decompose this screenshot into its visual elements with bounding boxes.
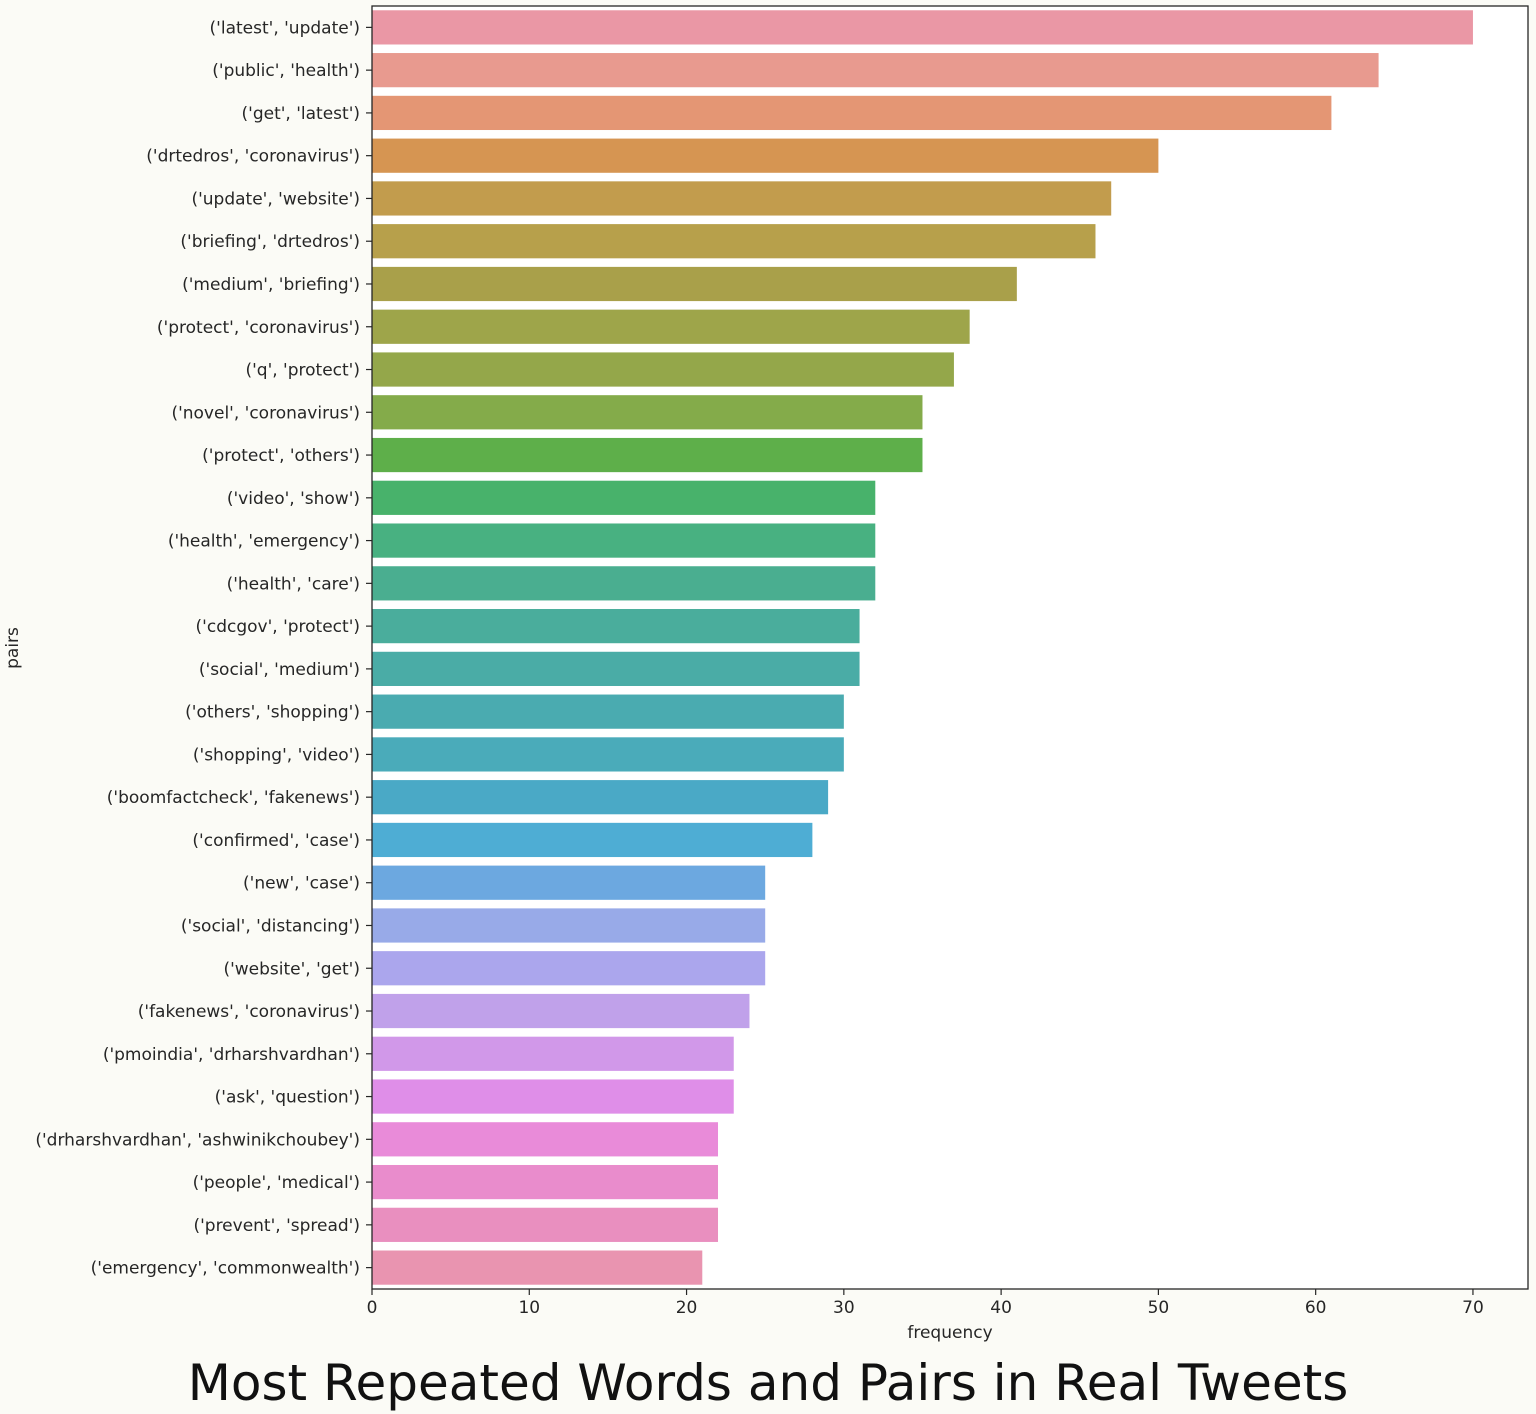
bar-12: [372, 523, 876, 558]
bar-25: [372, 1079, 734, 1114]
x-tick-label-6: 60: [1305, 1298, 1327, 1318]
y-tick-label-14: ('cdcgov', 'protect'): [196, 617, 360, 637]
y-tick-label-27: ('people', 'medical'): [193, 1173, 360, 1193]
bar-2: [372, 95, 1332, 131]
bar-1: [372, 53, 1379, 88]
bars-group: [372, 10, 1473, 1285]
bar-20: [372, 865, 766, 900]
figure-caption: Most Repeated Words and Pairs in Real Tw…: [187, 1354, 1349, 1412]
x-tick-label-4: 40: [990, 1298, 1012, 1318]
bar-15: [372, 651, 860, 686]
y-tick-label-29: ('emergency', 'commonwealth'): [91, 1259, 360, 1279]
y-tick-label-19: ('confirmed', 'case'): [192, 831, 360, 851]
bar-24: [372, 1036, 734, 1071]
bar-21: [372, 908, 766, 943]
bar-29: [372, 1250, 703, 1285]
x-tick-label-0: 0: [367, 1298, 378, 1318]
bar-0: [372, 10, 1473, 45]
x-axis-label: frequency: [907, 1323, 992, 1343]
x-tick-label-7: 70: [1462, 1298, 1484, 1318]
bar-13: [372, 566, 876, 601]
y-tick-label-11: ('video', 'show'): [227, 489, 360, 509]
x-tick-label-5: 50: [1148, 1298, 1170, 1318]
y-tick-label-21: ('social', 'distancing'): [181, 916, 360, 936]
y-tick-label-17: ('shopping', 'video'): [193, 745, 360, 765]
bar-23: [372, 993, 750, 1029]
bar-5: [372, 224, 1096, 259]
bar-7: [372, 309, 970, 344]
y-tick-labels: ('latest', 'update') ('public', 'health')…: [35, 18, 372, 1279]
y-tick-label-2: ('get', 'latest'): [242, 104, 360, 124]
y-tick-label-20: ('new', 'case'): [243, 874, 360, 894]
y-tick-label-23: ('fakenews', 'coronavirus'): [138, 1002, 360, 1022]
y-tick-label-24: ('pmoindia', 'drharshvardhan'): [103, 1045, 360, 1065]
bar-27: [372, 1164, 719, 1200]
y-tick-label-16: ('others', 'shopping'): [185, 703, 360, 723]
x-ticks: 0 10 20 30 40 50 60 70: [367, 1289, 1484, 1318]
y-tick-label-28: ('prevent', 'spread'): [193, 1216, 360, 1236]
y-tick-label-1: ('public', 'health'): [212, 61, 360, 81]
bar-4: [372, 181, 1112, 216]
y-tick-label-7: ('protect', 'coronavirus'): [157, 318, 360, 338]
y-tick-label-6: ('medium', 'briefing'): [182, 275, 360, 295]
bar-22: [372, 951, 766, 986]
x-tick-label-3: 30: [833, 1298, 855, 1318]
bar-16: [372, 694, 844, 729]
y-tick-label-13: ('health', 'care'): [227, 574, 360, 594]
bar-18: [372, 780, 829, 815]
y-tick-label-3: ('drtedros', 'coronavirus'): [146, 147, 360, 167]
y-tick-label-22: ('website', 'get'): [223, 959, 360, 979]
y-tick-label-4: ('update', 'website'): [191, 189, 360, 209]
y-tick-label-18: ('boomfactcheck', 'fakenews'): [107, 788, 360, 808]
bar-17: [372, 737, 844, 772]
y-tick-label-25: ('ask', 'question'): [215, 1088, 360, 1108]
bar-chart: ('latest', 'update') ('public', 'health')…: [3, 5, 1529, 1343]
bar-14: [372, 609, 860, 644]
y-tick-label-0: ('latest', 'update'): [210, 18, 360, 38]
y-tick-label-5: ('briefing', 'drtedros'): [180, 232, 360, 252]
y-tick-label-12: ('health', 'emergency'): [168, 532, 360, 552]
bar-10: [372, 437, 923, 473]
bar-11: [372, 480, 876, 515]
bar-28: [372, 1207, 719, 1242]
y-tick-label-26: ('drharshvardhan', 'ashwinikchoubey'): [35, 1130, 360, 1150]
x-tick-label-2: 20: [676, 1298, 698, 1318]
plot-background: [372, 6, 1528, 1289]
bar-9: [372, 395, 923, 430]
y-tick-label-15: ('social', 'medium'): [199, 660, 360, 680]
x-tick-label-1: 10: [518, 1298, 540, 1318]
y-tick-label-10: ('protect', 'others'): [202, 446, 360, 466]
bar-8: [372, 352, 954, 387]
y-tick-label-8: ('q', 'protect'): [245, 361, 360, 381]
y-tick-label-9: ('novel', 'coronavirus'): [171, 403, 360, 423]
bar-19: [372, 822, 813, 858]
plot-frame: [371, 5, 1529, 1290]
bar-26: [372, 1122, 719, 1157]
bar-6: [372, 266, 1017, 302]
bar-3: [372, 138, 1159, 173]
y-axis-label: pairs: [3, 627, 23, 669]
